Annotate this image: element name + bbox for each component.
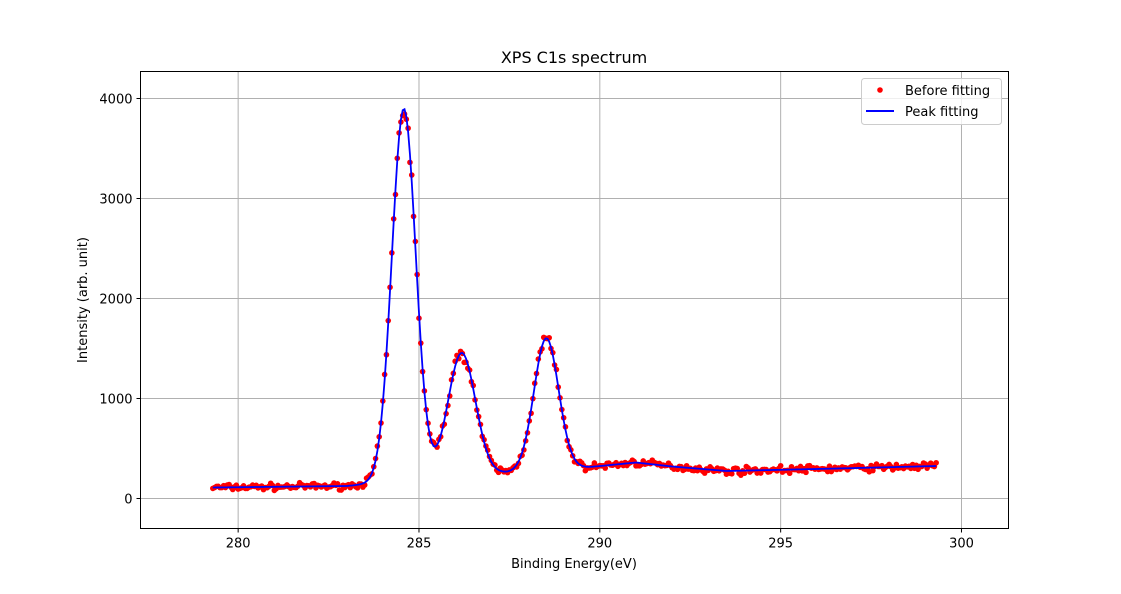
- before-fitting-point: [602, 465, 609, 471]
- y-tick-label: 3000: [99, 193, 132, 208]
- y-axis-label: Intensity (arb. unit): [76, 237, 91, 363]
- x-tick-label: 300: [949, 537, 974, 552]
- legend: Before fitting Peak fitting: [861, 78, 1002, 125]
- data-layer: [210, 107, 939, 494]
- y-tick-label: 4000: [99, 93, 132, 108]
- legend-marker-before-fitting: [877, 87, 883, 93]
- before-fitting-point: [741, 470, 748, 477]
- before-fitting-point: [591, 460, 598, 466]
- chart-title: XPS C1s spectrum: [501, 48, 647, 67]
- before-fitting-point: [803, 469, 809, 476]
- before-fitting-point: [729, 471, 735, 477]
- x-tick-label: 285: [407, 537, 432, 552]
- y-tick-label: 0: [124, 493, 132, 508]
- plot-frame: [140, 71, 1009, 529]
- before-fitting-point: [826, 463, 833, 469]
- x-tick-label: 280: [226, 537, 251, 552]
- legend-label-before-fitting: Before fitting: [905, 84, 990, 99]
- x-axis-label: Binding Energy(eV): [511, 557, 637, 572]
- before-fitting-point: [786, 470, 793, 477]
- legend-box: [861, 78, 1002, 125]
- x-tick-label: 290: [587, 537, 612, 552]
- y-tick-label: 2000: [99, 293, 132, 308]
- y-tick-label: 1000: [99, 393, 132, 408]
- x-tick-label: 295: [768, 537, 793, 552]
- before-fitting-point: [933, 459, 939, 466]
- before-fitting-point: [777, 462, 784, 469]
- legend-label-peak-fitting: Peak fitting: [905, 105, 979, 120]
- peak-fitting-line: [212, 107, 937, 489]
